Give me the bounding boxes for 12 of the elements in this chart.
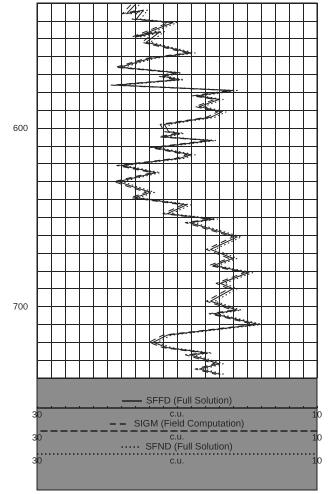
legend-label: SIGM (Field Computation) <box>134 418 244 430</box>
x2-axis-title: c.u. <box>170 432 184 442</box>
text: 30 <box>32 456 42 466</box>
legend-label: SFND (Full Solution) <box>145 442 233 452</box>
y-tick-label: 700 <box>12 302 28 312</box>
text: 10 <box>312 456 322 466</box>
y-tick-label: 600 <box>12 123 28 133</box>
legend-label: SFFD (Full Solution) <box>146 396 232 406</box>
text: c.u. <box>170 456 184 466</box>
x-axis-title: c.u. <box>170 408 184 418</box>
x2-tick-label: 30 <box>32 410 42 420</box>
x2-tick-label: 10 <box>312 410 322 420</box>
